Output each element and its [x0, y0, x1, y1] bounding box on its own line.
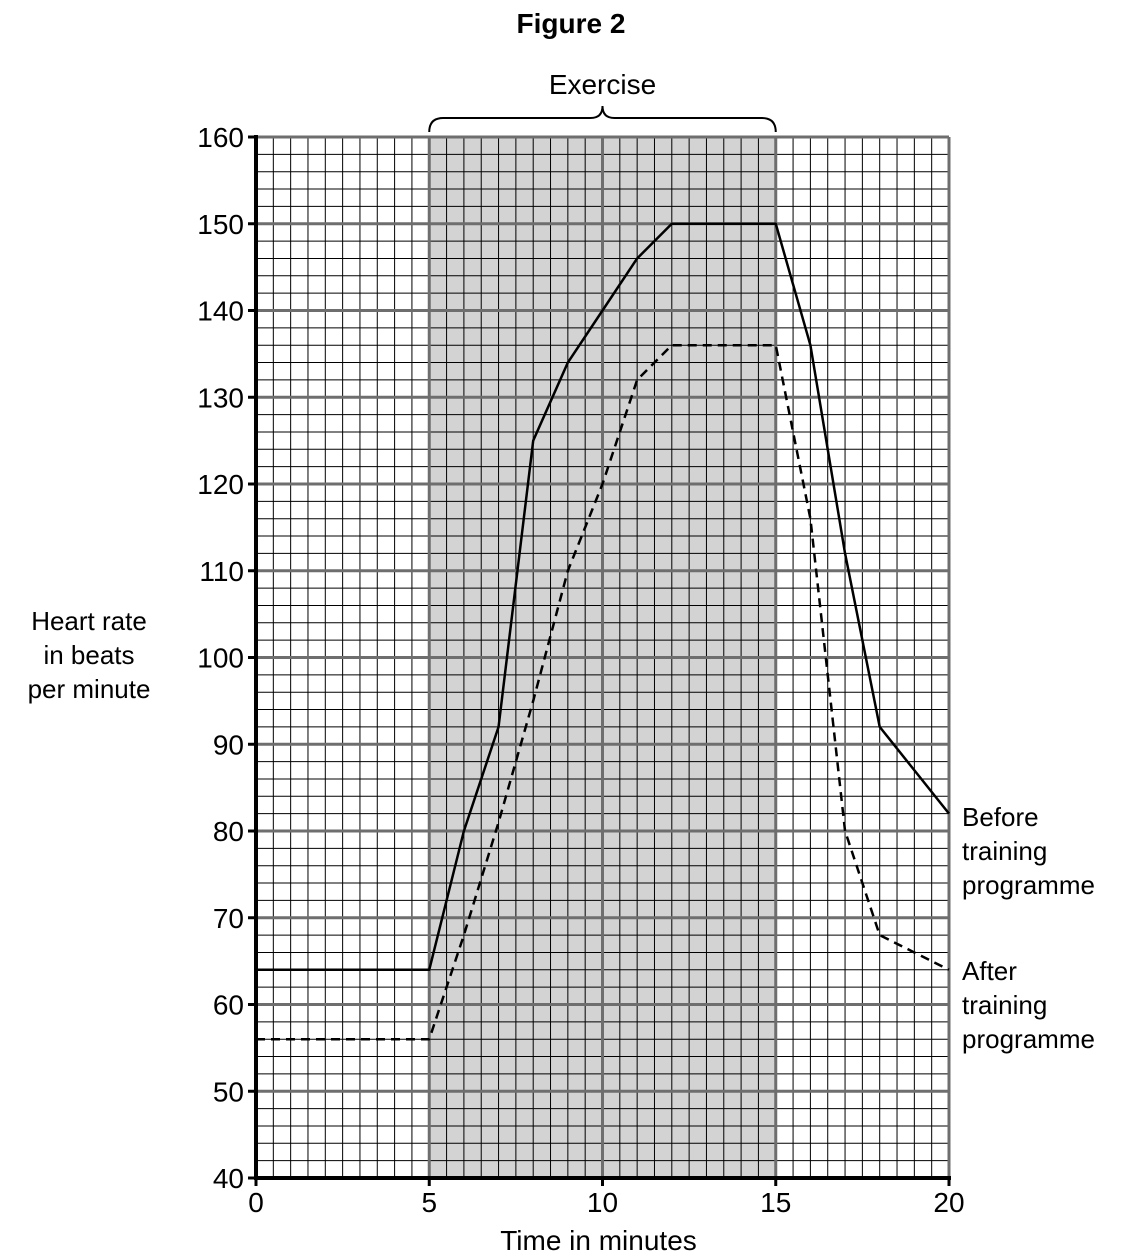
- y-tick-label: 150: [197, 209, 244, 240]
- y-axis-label-line: per minute: [27, 674, 151, 704]
- y-tick-label: 100: [197, 643, 244, 674]
- y-axis-label: Heart rate in beats per minute: [4, 604, 174, 706]
- series-label-line: After: [962, 956, 1017, 986]
- series-line-before-training: [256, 222, 950, 972]
- figure-title: Figure 2: [516, 8, 626, 39]
- x-axis-label: Time in minutes: [500, 1225, 697, 1256]
- series-label-after-training: After training programme: [962, 954, 1095, 1056]
- series-label-line: Before: [962, 802, 1039, 832]
- series-label-line: programme: [962, 870, 1095, 900]
- y-tick-label: 130: [197, 382, 244, 413]
- series-label-line: training: [962, 990, 1048, 1020]
- series-label-line: training: [962, 836, 1048, 866]
- series-label-line: programme: [962, 1024, 1095, 1054]
- y-tick-label: 40: [213, 1163, 244, 1194]
- exercise-brace: [428, 105, 777, 133]
- y-tick-label: 110: [199, 556, 244, 587]
- y-tick-label: 90: [213, 729, 244, 760]
- y-tick-label: 140: [197, 296, 244, 327]
- x-tick-label: 10: [587, 1187, 618, 1218]
- x-tick-label: 15: [760, 1187, 791, 1218]
- y-tick-label: 120: [197, 469, 244, 500]
- series-label-before-training: Before training programme: [962, 800, 1095, 902]
- y-tick-label: 160: [197, 122, 244, 153]
- y-tick-label: 60: [213, 990, 244, 1021]
- x-tick-label: 5: [421, 1187, 437, 1218]
- y-tick-label: 70: [213, 903, 244, 934]
- y-tick-label: 50: [213, 1076, 244, 1107]
- y-axis-label-line: in beats: [43, 640, 135, 670]
- x-tick-label: 0: [248, 1187, 264, 1218]
- x-tick-label: 20: [933, 1187, 964, 1218]
- series-line-after-training: [256, 343, 950, 1041]
- y-tick-label: 80: [213, 816, 244, 847]
- y-axis-label-line: Heart rate: [31, 606, 147, 636]
- exercise-label: Exercise: [549, 69, 656, 100]
